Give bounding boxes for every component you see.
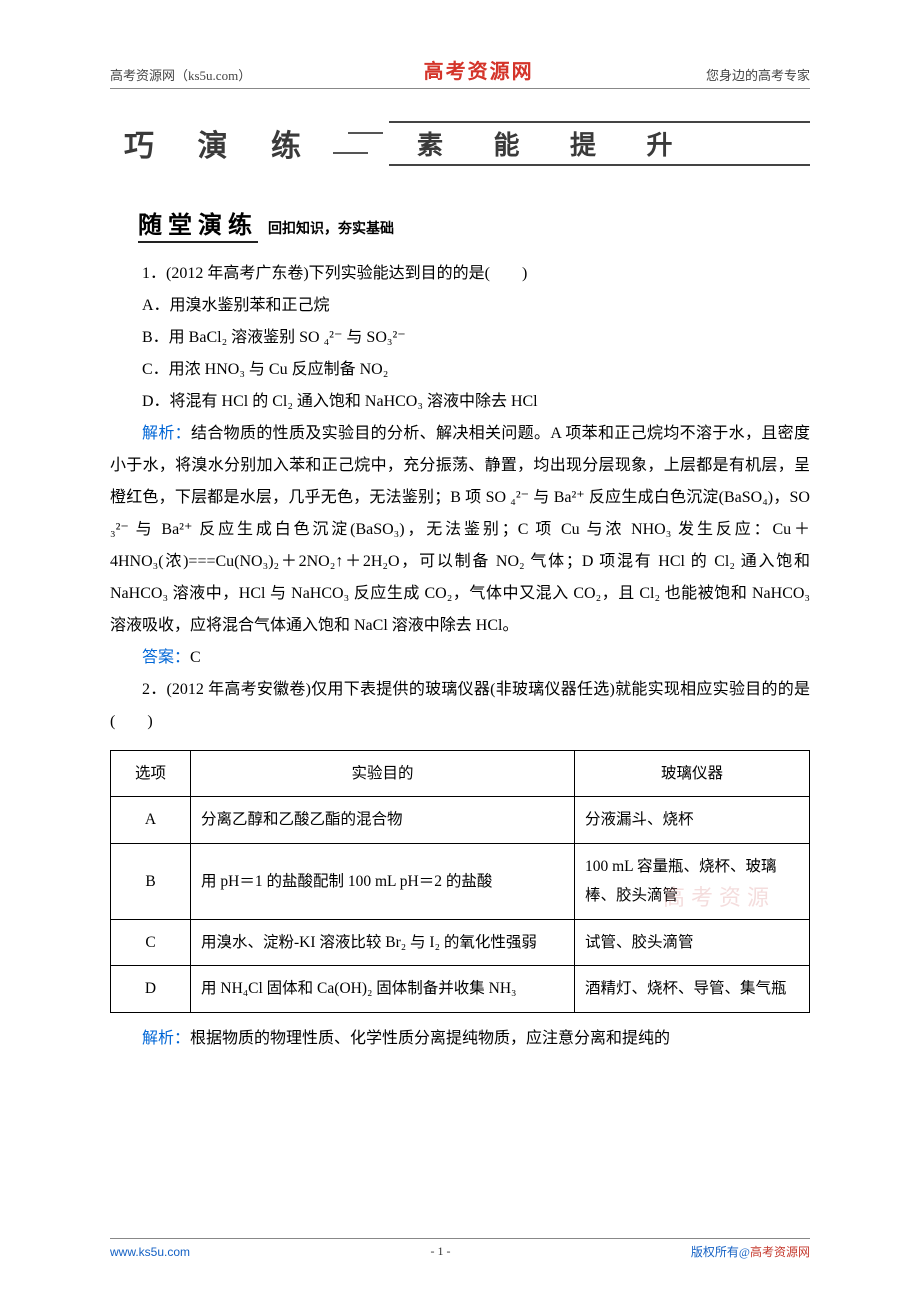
cell-opt: B [111, 843, 191, 919]
cell-purpose: 分离乙醇和乙酸乙酯的混合物 [191, 797, 575, 843]
q1-option-a: A．用溴水鉴别苯和正己烷 [110, 290, 810, 322]
subheading-sub: 回扣知识，夯实基础 [268, 220, 394, 236]
col-option: 选项 [111, 751, 191, 797]
cell-glass: 酒精灯、烧杯、导管、集气瓶 [575, 966, 810, 1012]
q1-analysis: 解析：结合物质的性质及实验目的分析、解决相关问题。A 项苯和正己烷均不溶于水，且… [110, 418, 810, 642]
header-brand: 高考资源网 [424, 55, 534, 84]
col-glassware: 玻璃仪器 [575, 751, 810, 797]
banner-divider-icon [333, 126, 383, 160]
cell-purpose: 用 NH₄Cl 固体和 Ca(OH)₂ 固体制备并收集 NH₃ [191, 966, 575, 1012]
cell-opt: A [111, 797, 191, 843]
section-banner: 巧 演 练 素 能 提 升 [110, 117, 810, 169]
footer-rights: 版权所有@高考资源网 [691, 1243, 810, 1260]
footer-rights-prefix: 版权所有@ [691, 1245, 750, 1259]
header-left: 高考资源网（ks5u.com） [110, 65, 251, 84]
analysis-label: 解析： [142, 1030, 190, 1047]
cell-glass: 100 mL 容量瓶、烧杯、玻璃棒、胶头滴管 [575, 843, 810, 919]
cell-opt: C [111, 919, 191, 965]
q2-analysis: 解析：根据物质的物理性质、化学性质分离提纯物质，应注意分离和提纯的 [110, 1023, 810, 1055]
q2-options-table: 选项 实验目的 玻璃仪器 A 分离乙醇和乙酸乙酯的混合物 分液漏斗、烧杯 B 用… [110, 750, 810, 1013]
banner-left-title: 巧 演 练 [110, 117, 327, 169]
table-header-row: 选项 实验目的 玻璃仪器 [111, 751, 810, 797]
q1-stem: 1．(2012 年高考广东卷)下列实验能达到目的的是( ) [110, 258, 810, 290]
cell-glass: 分液漏斗、烧杯 [575, 797, 810, 843]
cell-glass: 试管、胶头滴管 [575, 919, 810, 965]
footer-rights-site: 高考资源网 [750, 1245, 810, 1259]
table-row: D 用 NH₄Cl 固体和 Ca(OH)₂ 固体制备并收集 NH₃ 酒精灯、烧杯… [111, 966, 810, 1012]
header-right: 您身边的高考专家 [706, 65, 810, 84]
footer-page-number: - 1 - [430, 1244, 450, 1259]
subheading-main: 随堂演练 [138, 213, 258, 243]
q1-option-d: D．将混有 HCl 的 Cl₂ 通入饱和 NaHCO₃ 溶液中除去 HCl [110, 386, 810, 418]
table-row: B 用 pH＝1 的盐酸配制 100 mL pH＝2 的盐酸 100 mL 容量… [111, 843, 810, 919]
analysis-label: 解析： [142, 425, 191, 442]
cell-opt: D [111, 966, 191, 1012]
page-footer: www.ks5u.com - 1 - 版权所有@高考资源网 [110, 1238, 810, 1260]
subheading: 随堂演练 回扣知识，夯实基础 [138, 205, 810, 240]
q1-answer-value: C [190, 649, 201, 666]
q1-option-b: B．用 BaCl₂ 溶液鉴别 SO ₄²⁻ 与 SO₃²⁻ [110, 322, 810, 354]
cell-purpose: 用溴水、淀粉-KI 溶液比较 Br₂ 与 I₂ 的氧化性强弱 [191, 919, 575, 965]
body-content: 1．(2012 年高考广东卷)下列实验能达到目的的是( ) A．用溴水鉴别苯和正… [110, 258, 810, 1055]
answer-label: 答案： [142, 649, 190, 666]
banner-right-title: 素 能 提 升 [389, 121, 810, 166]
q2-stem: 2．(2012 年高考安徽卷)仅用下表提供的玻璃仪器(非玻璃仪器任选)就能实现相… [110, 674, 810, 738]
q2-analysis-text: 根据物质的物理性质、化学性质分离提纯物质，应注意分离和提纯的 [190, 1030, 670, 1047]
footer-url: www.ks5u.com [110, 1245, 190, 1259]
q1-analysis-text: 结合物质的性质及实验目的分析、解决相关问题。A 项苯和正己烷均不溶于水，且密度小… [110, 425, 810, 634]
page-header: 高考资源网（ks5u.com） 高考资源网 您身边的高考专家 [110, 55, 810, 89]
q1-option-c: C．用浓 HNO₃ 与 Cu 反应制备 NO₂ [110, 354, 810, 386]
cell-purpose: 用 pH＝1 的盐酸配制 100 mL pH＝2 的盐酸 [191, 843, 575, 919]
col-purpose: 实验目的 [191, 751, 575, 797]
table-row: C 用溴水、淀粉-KI 溶液比较 Br₂ 与 I₂ 的氧化性强弱 试管、胶头滴管 [111, 919, 810, 965]
table-row: A 分离乙醇和乙酸乙酯的混合物 分液漏斗、烧杯 [111, 797, 810, 843]
q1-answer: 答案：C [110, 642, 810, 674]
